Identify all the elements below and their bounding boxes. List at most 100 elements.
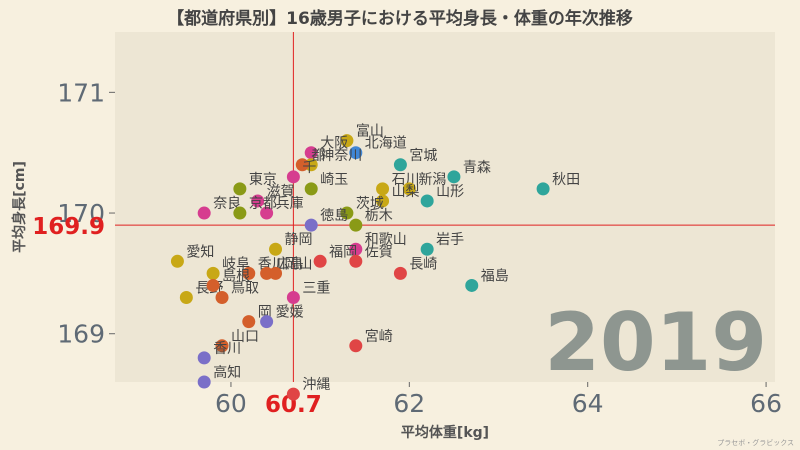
- point-label: 宮城: [409, 148, 437, 164]
- data-point: [251, 194, 265, 208]
- point-label: 広島: [276, 256, 304, 272]
- point-label: 沖縄: [302, 377, 330, 393]
- data-point: [197, 206, 211, 220]
- data-point: [376, 182, 390, 196]
- point-label: 富山: [356, 123, 384, 140]
- data-point: [465, 278, 479, 292]
- chart-title: 【都道府県別】16歳男子における平均身長・体重の年次推移: [167, 9, 633, 29]
- point-label: 神奈川: [320, 148, 362, 164]
- point-label: 愛媛: [276, 305, 304, 321]
- data-point: [206, 266, 220, 280]
- x-tick-label: 66: [750, 389, 782, 418]
- data-point: [260, 206, 274, 220]
- data-point: [233, 206, 247, 220]
- point-label: 和歌山: [365, 232, 407, 248]
- data-point: [242, 315, 256, 329]
- point-label: 山口: [231, 329, 259, 345]
- point-label: 秋田: [552, 172, 580, 188]
- data-point: [260, 266, 274, 280]
- data-point: [304, 146, 318, 160]
- point-label: 三重: [302, 281, 330, 297]
- data-point: [206, 278, 220, 292]
- point-label: 都: [311, 148, 325, 164]
- point-label: 奈良: [213, 196, 241, 212]
- point-label: 佐賀: [365, 244, 393, 260]
- data-point: [215, 291, 229, 305]
- point-label: 長崎: [409, 256, 437, 272]
- point-label: 徳島: [320, 208, 348, 224]
- data-point: [447, 170, 461, 184]
- data-point: [420, 194, 434, 208]
- data-point: [420, 242, 434, 256]
- data-point: [304, 182, 318, 196]
- point-label: 北海道: [365, 136, 407, 152]
- data-point: [170, 254, 184, 268]
- point-label: 福島: [481, 268, 509, 284]
- data-point: [179, 291, 193, 305]
- plot-area: [115, 32, 775, 382]
- y-tick-label: 169: [57, 320, 105, 349]
- data-point: [393, 158, 407, 172]
- y-axis-label: 平均身長[cm]: [11, 161, 28, 253]
- data-point: [286, 387, 300, 401]
- point-label: 岡山: [285, 256, 313, 272]
- point-label: 滋賀: [267, 184, 295, 200]
- data-point: [393, 266, 407, 280]
- data-point: [197, 375, 211, 389]
- point-label: 新潟: [418, 172, 446, 188]
- point-label: 福岡: [329, 244, 357, 260]
- point-label: 栃木: [365, 208, 393, 224]
- data-point: [295, 158, 309, 172]
- point-label: 千: [302, 160, 316, 176]
- point-label: 青森: [463, 160, 491, 176]
- point-label: 大阪: [320, 136, 348, 152]
- credit-text: プラセボ・グラビックス: [717, 439, 794, 447]
- data-point: [269, 266, 283, 280]
- ref-y-label: 169.9: [32, 214, 105, 240]
- point-label: 高知: [213, 364, 241, 381]
- point-label: 鳥取: [231, 281, 259, 297]
- data-point: [269, 242, 283, 256]
- point-label: 宮崎: [365, 329, 393, 345]
- y-tick-label: 171: [57, 78, 105, 107]
- data-point: [286, 291, 300, 305]
- data-point: [313, 254, 327, 268]
- point-label: 京都: [249, 196, 277, 212]
- data-point: [376, 194, 390, 208]
- data-point: [349, 146, 363, 160]
- data-point: [197, 351, 211, 365]
- data-point: [402, 182, 416, 196]
- y-tick-label: 170: [57, 199, 105, 228]
- point-label: 山梨: [392, 184, 420, 200]
- point-label: 岐阜: [222, 255, 250, 272]
- point-label: 山形: [436, 184, 464, 200]
- data-point: [349, 242, 363, 256]
- point-label: 静岡: [285, 232, 313, 248]
- x-tick-label: 60: [215, 389, 247, 418]
- data-point: [340, 134, 354, 148]
- data-point: [536, 182, 550, 196]
- data-point: [349, 339, 363, 353]
- year-label: 2019: [544, 296, 767, 389]
- data-point: [215, 339, 229, 353]
- point-label: 岩手: [436, 232, 464, 248]
- point-label: 崎玉: [320, 172, 348, 188]
- data-point: [349, 254, 363, 268]
- point-label: 東京: [249, 172, 277, 188]
- point-label: 兵庫: [276, 195, 304, 212]
- x-axis-label: 平均体重[kg]: [401, 424, 489, 441]
- point-label: 愛知: [186, 243, 214, 260]
- x-tick-label: 64: [572, 389, 604, 418]
- data-point: [242, 266, 256, 280]
- data-point: [260, 315, 274, 329]
- data-point: [233, 182, 247, 196]
- data-point: [349, 218, 363, 232]
- data-point: [340, 206, 354, 220]
- data-point: [286, 170, 300, 184]
- point-label: 島根: [222, 268, 250, 284]
- data-point: [304, 158, 318, 172]
- data-point: [304, 218, 318, 232]
- x-tick-label: 62: [393, 389, 425, 418]
- point-label: 茨城: [356, 196, 384, 212]
